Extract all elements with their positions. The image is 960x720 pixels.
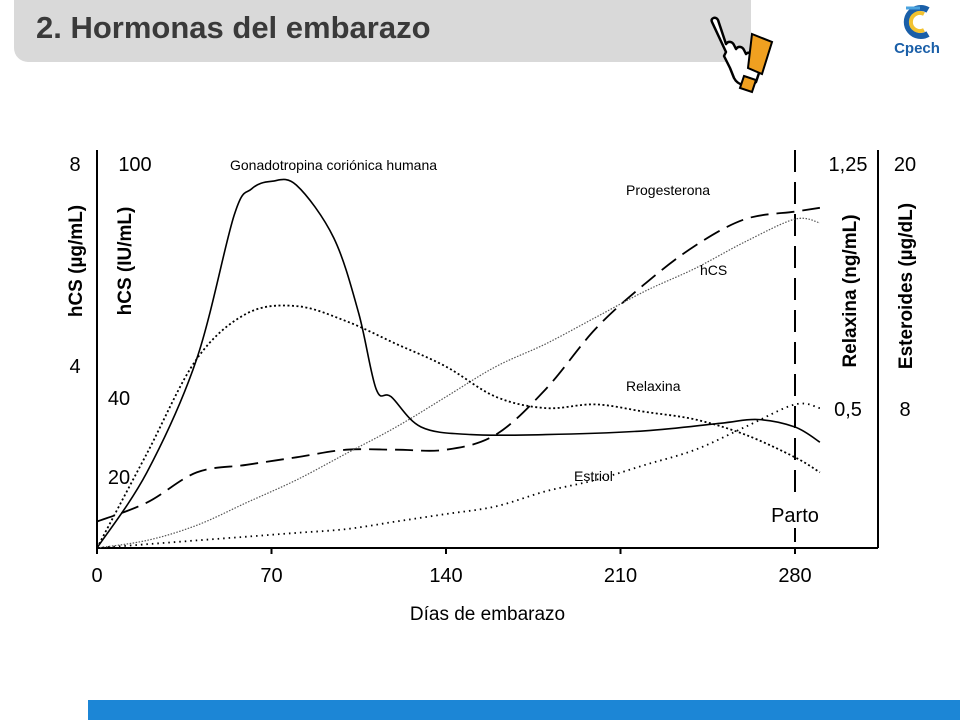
x-tick-label: 280 <box>778 565 811 587</box>
series-line-hcs <box>96 217 821 549</box>
footer-bar <box>88 700 960 720</box>
x-tick-label: 140 <box>429 565 462 587</box>
series-label-estriol: Estriol <box>574 468 613 484</box>
parto-label: Parto <box>771 505 819 527</box>
y-tick-label-esteroides: 20 <box>894 154 916 176</box>
series-line-estriol <box>96 402 821 549</box>
series-label-gonadotropina-corionica-humana: Gonadotropina coriónica humana <box>230 157 437 173</box>
y-tick-label-relaxina: 0,5 <box>834 399 862 421</box>
y-tick-label-esteroides: 8 <box>899 399 910 421</box>
series-line-progesterona <box>96 206 821 523</box>
y-tick-label-hcs-iuml: 20 <box>108 467 130 489</box>
y-axis-label-hcs-ugml: hCS (µg/mL) <box>66 205 87 317</box>
x-tick-label: 70 <box>260 565 282 587</box>
y-axis-label-esteroides: Esteroides (µg/dL) <box>896 203 917 369</box>
exclamation-icon <box>738 32 774 94</box>
title-bar <box>14 0 751 62</box>
y-axis-label-relaxina: Relaxina (ng/mL) <box>840 214 861 367</box>
series-label-hcs: hCS <box>700 262 727 278</box>
x-tick-label: 0 <box>91 565 102 587</box>
series-line-gonadotropina-corionica-humana <box>96 178 821 549</box>
logo-mark-icon <box>903 5 930 39</box>
x-axis-label: Días de embarazo <box>410 604 565 625</box>
cpech-logo: Cpech <box>884 2 950 62</box>
y-axis-label-hcs-iuml: hCS (IU/mL) <box>115 207 136 316</box>
pointing-hand-icon <box>710 16 774 94</box>
series-label-progesterona: Progesterona <box>626 182 710 198</box>
y-tick-label-hcs-iuml: 40 <box>108 388 130 410</box>
y-tick-label-hcs-ugml: 8 <box>69 154 80 176</box>
page-title: 2. Hormonas del embarazo <box>36 10 431 45</box>
x-tick-label: 210 <box>604 565 637 587</box>
y-tick-label-relaxina: 1,25 <box>829 154 868 176</box>
y-tick-label-hcs-iuml: 100 <box>118 154 151 176</box>
y-tick-label-hcs-ugml: 4 <box>69 356 80 378</box>
hormone-chart: 0 70 140 210 280 Días de embarazo Parto hCS (µg… <box>66 150 917 625</box>
logo-text: Cpech <box>894 40 940 57</box>
series-label-relaxina: Relaxina <box>626 378 681 394</box>
